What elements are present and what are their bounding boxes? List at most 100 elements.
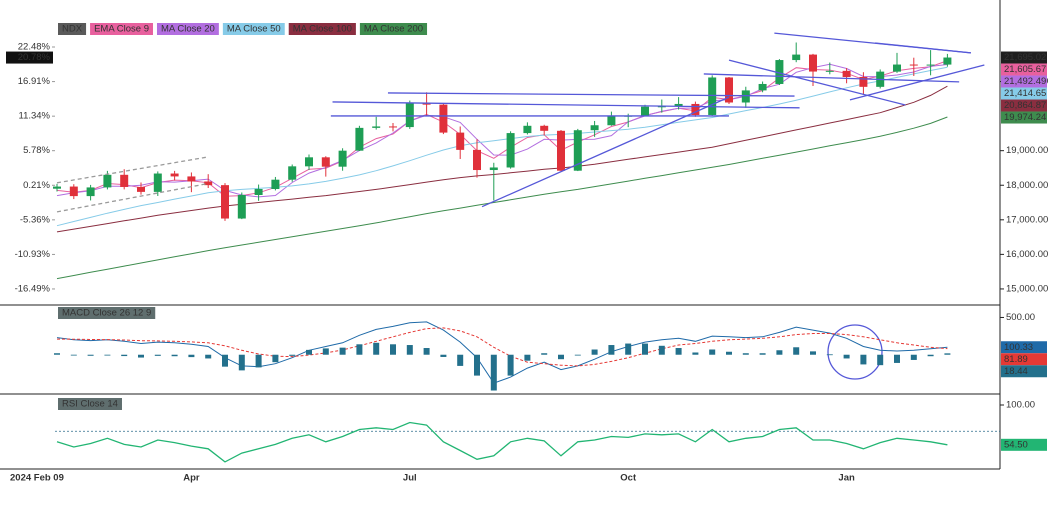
candle-body (893, 64, 901, 72)
x-tick-label: Jul (403, 473, 417, 484)
candle-body (254, 189, 263, 195)
trendline (849, 64, 985, 101)
value-badge-label: 21,695.02 (1004, 52, 1046, 63)
y-tick-label: 16,000.00 (1006, 249, 1048, 260)
ma-line (56, 85, 948, 233)
candle-body (69, 186, 78, 197)
trendline (703, 73, 960, 83)
candle-body (473, 149, 481, 171)
y2-last-label: 20.78% (18, 52, 51, 63)
candle-body (758, 83, 767, 91)
candle-body (657, 106, 666, 108)
value-badge-label: 81.89 (1004, 354, 1028, 365)
histogram-bar (457, 354, 464, 366)
histogram-bar (558, 354, 564, 360)
panel-title: RSI Close 14 (62, 399, 118, 410)
histogram-bar (793, 347, 800, 355)
value-badge (1001, 75, 1047, 88)
legend-entry: MA Close 100 (293, 24, 352, 35)
histogram-bar (104, 354, 111, 356)
histogram-bar (776, 350, 783, 355)
candle-body (573, 130, 582, 171)
value-badge-label: 100.33 (1004, 342, 1033, 353)
candle-body (859, 76, 868, 87)
candle-body (305, 157, 313, 167)
candle-body (187, 176, 196, 182)
histogram-bar (390, 344, 396, 355)
histogram-bar (238, 354, 245, 371)
y-tick-label: 500.00 (1006, 312, 1035, 323)
histogram-bar (692, 352, 699, 355)
x-tick-label: 2024 Feb 09 (10, 473, 64, 484)
histogram-bar (255, 354, 262, 368)
legend-entry-box (58, 23, 87, 35)
panel-title: MACD Close 26 12 9 (62, 308, 151, 319)
histogram-bar (87, 354, 94, 356)
histogram-bar (490, 354, 497, 391)
trendline (875, 42, 971, 54)
value-badge-label: 21,414.65 (1004, 88, 1046, 99)
panel-title-box (58, 307, 156, 319)
candle-body (691, 103, 700, 115)
value-badge (1001, 111, 1047, 124)
y2-tick-label: 16.91% (18, 76, 51, 87)
histogram-bar (524, 354, 531, 361)
candle-body (389, 126, 397, 128)
value-badge (1001, 63, 1047, 76)
candle-body (86, 187, 95, 197)
candle-body (153, 173, 162, 192)
histogram-bar (306, 349, 312, 355)
histogram-bar (222, 354, 228, 367)
y-tick-label: 17,000.00 (1006, 214, 1048, 225)
histogram-bar (474, 354, 480, 376)
y-tick-label: 19,000.00 (1006, 145, 1048, 156)
y2-last-box (6, 51, 53, 64)
histogram-bar (591, 349, 598, 355)
y-tick-label: 18,000.00 (1006, 180, 1048, 191)
candle-body (170, 173, 179, 177)
annotation-circle (827, 324, 883, 380)
candle-body (775, 60, 784, 84)
candle-body (355, 127, 364, 151)
ma-line (56, 116, 948, 280)
histogram-bar (272, 354, 279, 363)
histogram-bar (658, 345, 665, 355)
histogram-bar (373, 342, 380, 355)
value-badge (1001, 438, 1047, 451)
histogram-bar (759, 353, 766, 355)
legend-entry: MA Close 50 (227, 24, 281, 35)
value-badge (1001, 353, 1047, 366)
candle-body (439, 104, 448, 133)
histogram-bar (121, 354, 128, 357)
candle-body (590, 125, 599, 131)
candle-body (237, 194, 246, 219)
candle-body (943, 57, 952, 65)
histogram-bar (742, 353, 749, 355)
candle-body (338, 150, 347, 167)
candle-body (557, 130, 565, 171)
legend-entry: EMA Close 9 (94, 24, 149, 35)
candle-body (641, 106, 649, 116)
y2-tick-label: 0.21% (23, 180, 50, 191)
macd-line (56, 327, 948, 367)
value-badge-label: 19,974.24 (1004, 112, 1046, 123)
candle-body (708, 77, 717, 115)
histogram-bar (642, 343, 648, 355)
histogram-bar (826, 354, 833, 356)
histogram-bar (574, 354, 581, 356)
histogram-bar (843, 354, 850, 359)
legend-entry: MA Close 20 (161, 24, 215, 35)
trendline (387, 92, 795, 97)
histogram-bar (54, 353, 60, 355)
y2-tick-label: -10.93% (15, 249, 51, 260)
y-tick-label: 100.00 (1006, 400, 1035, 411)
y2-tick-label: 5.78% (23, 145, 50, 156)
x-tick-label: Oct (620, 473, 637, 484)
y2-tick-label: 22.48% (18, 42, 51, 53)
y2-tick-label: -16.49% (15, 283, 51, 294)
histogram-bar (726, 351, 732, 355)
candle-body (204, 181, 213, 186)
histogram-bar (322, 348, 329, 355)
